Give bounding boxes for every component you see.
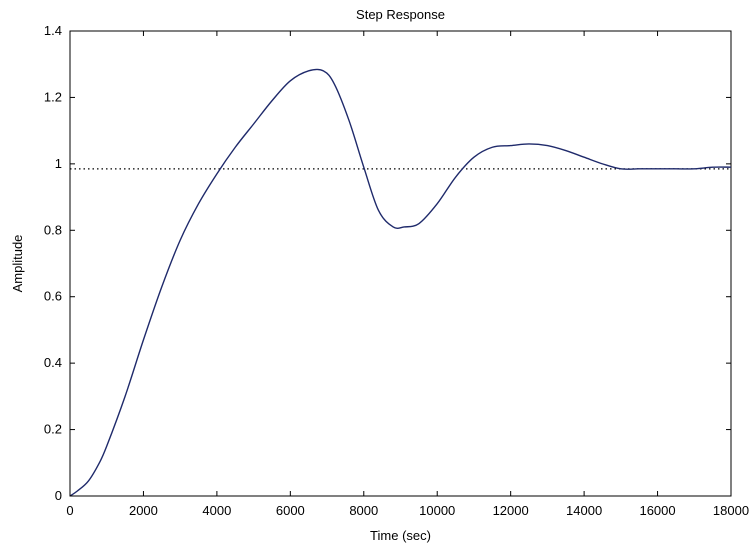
y-tick-label: 1.2 [44, 89, 62, 104]
y-axis-label: Amplitude [10, 235, 25, 293]
x-tick-label: 6000 [276, 503, 305, 518]
y-axis: 0 0.2 0.4 0.6 0.8 1 1.2 1.4 [44, 23, 731, 503]
x-tick-label: 0 [66, 503, 73, 518]
x-axis: 0 2000 4000 6000 8000 10000 12000 14000 16000 180… [66, 31, 749, 518]
y-tick-label: 1 [55, 156, 62, 171]
y-tick-label: 0 [55, 488, 62, 503]
plot-frame [69, 30, 732, 497]
y-tick-label: 1.4 [44, 23, 62, 38]
x-tick-label: 4000 [202, 503, 231, 518]
series-line [69, 68, 732, 497]
y-tick-label: 0.4 [44, 355, 62, 370]
chart-title: Step Response [356, 7, 445, 22]
y-tick-label: 0.6 [44, 289, 62, 304]
x-tick-label: 16000 [639, 503, 675, 518]
x-tick-label: 2000 [129, 503, 158, 518]
y-tick-label: 0.8 [44, 222, 62, 237]
x-tick-label: 14000 [566, 503, 602, 518]
y-tick-label: 0.2 [44, 422, 62, 437]
x-axis-label: Time (sec) [370, 528, 431, 543]
x-tick-label: 12000 [493, 503, 529, 518]
x-tick-label: 18000 [713, 503, 749, 518]
x-tick-label: 10000 [419, 503, 455, 518]
x-tick-label: 8000 [349, 503, 378, 518]
